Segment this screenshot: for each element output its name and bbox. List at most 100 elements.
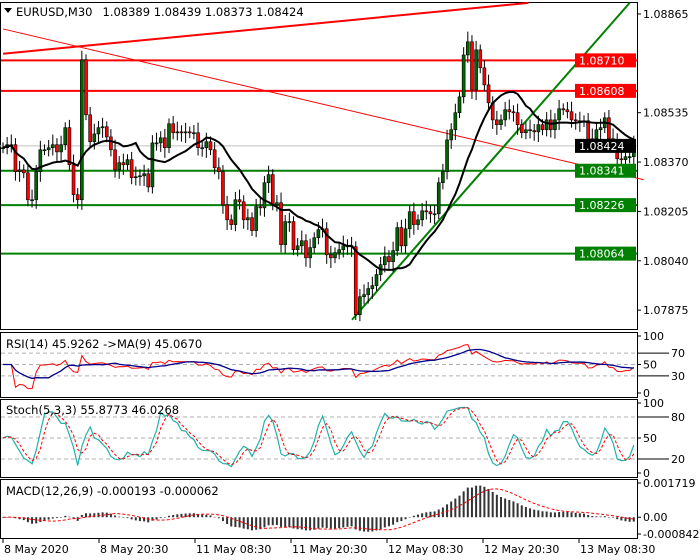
collapse-triangle-icon[interactable] (4, 8, 12, 13)
macd-label: MACD(12,26,9) -0.000193 -0.000062 (6, 484, 219, 498)
candle (150, 135, 155, 194)
candle (420, 203, 424, 227)
bull-candle-body (192, 132, 196, 135)
macd-histogram-bar (387, 517, 390, 527)
candle (532, 124, 537, 141)
macd-panel (0, 479, 638, 539)
macd-histogram-bar (64, 515, 67, 518)
candle (465, 31, 470, 63)
candle (34, 165, 39, 209)
macd-tick-label: 0.001719 (643, 477, 696, 490)
candle (187, 126, 192, 139)
macd-histogram-bar (292, 517, 295, 529)
macd-histogram-bar (379, 517, 382, 530)
bear-candle-body (217, 167, 221, 172)
bear-candle-body (196, 132, 200, 148)
bear-candle-body (304, 240, 308, 259)
macd-histogram-bar (558, 512, 561, 518)
candle (46, 139, 51, 157)
candle (482, 60, 487, 92)
bull-candle-body (275, 202, 279, 206)
macd-histogram-bar (338, 517, 341, 529)
candle (507, 99, 512, 120)
macd-histogram-bar (620, 517, 623, 521)
macd-histogram-bar (458, 495, 461, 518)
bull-candle-body (366, 288, 371, 295)
bull-candle-body (358, 296, 362, 315)
bear-candle-body (109, 136, 113, 151)
macd-histogram-bar (491, 491, 494, 518)
macd-histogram-bar (43, 517, 46, 521)
macd-histogram-bar (280, 517, 283, 527)
candle (441, 163, 445, 190)
candle (445, 129, 449, 180)
candle (146, 168, 151, 193)
bear-candle-body (21, 169, 26, 174)
bull-candle-body (524, 129, 528, 134)
macd-histogram-bar (97, 512, 100, 518)
candle (623, 151, 628, 166)
candle (225, 195, 229, 230)
bull-candle-body (17, 169, 22, 172)
candle (229, 214, 234, 230)
macd-histogram-bar (109, 513, 112, 518)
macd-histogram-bar (184, 513, 187, 518)
macd-histogram-bar (251, 517, 253, 531)
candle (395, 222, 400, 257)
macd-tick-label: -0.000842 (643, 528, 699, 541)
candle (17, 160, 22, 182)
candle (333, 247, 337, 264)
bull-candle-body (445, 139, 449, 172)
bear-candle-body (387, 256, 391, 262)
symbol-label: EURUSD,M30 (16, 5, 92, 19)
bull-candle-body (295, 245, 300, 251)
stoch-label: Stoch(5,3,3) 55.8773 46.0268 (6, 403, 179, 417)
bull-candle-body (117, 162, 121, 171)
candle (503, 101, 507, 127)
macd-histogram-bar (570, 512, 573, 518)
macd-tick-label: 0.00 (643, 511, 668, 524)
level-price-tag-bg (575, 53, 636, 68)
candle (80, 50, 84, 210)
rsi-tick-label: 30 (671, 370, 685, 383)
bull-candle-body (337, 249, 341, 254)
bear-candle-body (470, 41, 474, 91)
bear-candle-body (424, 210, 429, 213)
macd-histogram-bar (188, 513, 191, 518)
macd-histogram-bar (55, 517, 58, 519)
macd-histogram-bar (275, 517, 278, 525)
macd-histogram-bar (599, 516, 602, 518)
macd-histogram-bar (553, 512, 556, 518)
candle (573, 113, 578, 130)
candle (212, 142, 217, 175)
bear-candle-body (212, 149, 217, 169)
bull-candle-body (474, 49, 478, 91)
candle (21, 164, 26, 179)
level-price-tag: 1.08064 (579, 248, 625, 261)
candle (55, 138, 59, 161)
candle (358, 288, 362, 322)
bear-candle-body (561, 108, 566, 111)
macd-histogram-bar (495, 494, 498, 518)
candle (158, 131, 163, 152)
candle (499, 114, 503, 131)
level-price-tag-bg (575, 83, 636, 98)
bull-candle-body (403, 228, 408, 247)
x-tick-label: 8 May 20:30 (100, 543, 168, 556)
macd-histogram-bar (591, 516, 594, 518)
bull-candle-body (59, 144, 63, 153)
bull-candle-body (627, 156, 632, 158)
macd-histogram-bar (284, 517, 287, 528)
macd-histogram-bar (429, 511, 432, 518)
candle (167, 118, 171, 154)
bear-candle-body (619, 158, 624, 161)
candle (179, 125, 184, 142)
level-price-tag: 1.08226 (579, 199, 625, 212)
candle (100, 117, 105, 138)
macd-histogram-bar (159, 517, 162, 519)
macd-histogram-bar (545, 511, 548, 518)
macd-histogram-bar (155, 517, 158, 520)
bull-candle-body (370, 285, 375, 289)
macd-histogram-bar (475, 485, 478, 518)
